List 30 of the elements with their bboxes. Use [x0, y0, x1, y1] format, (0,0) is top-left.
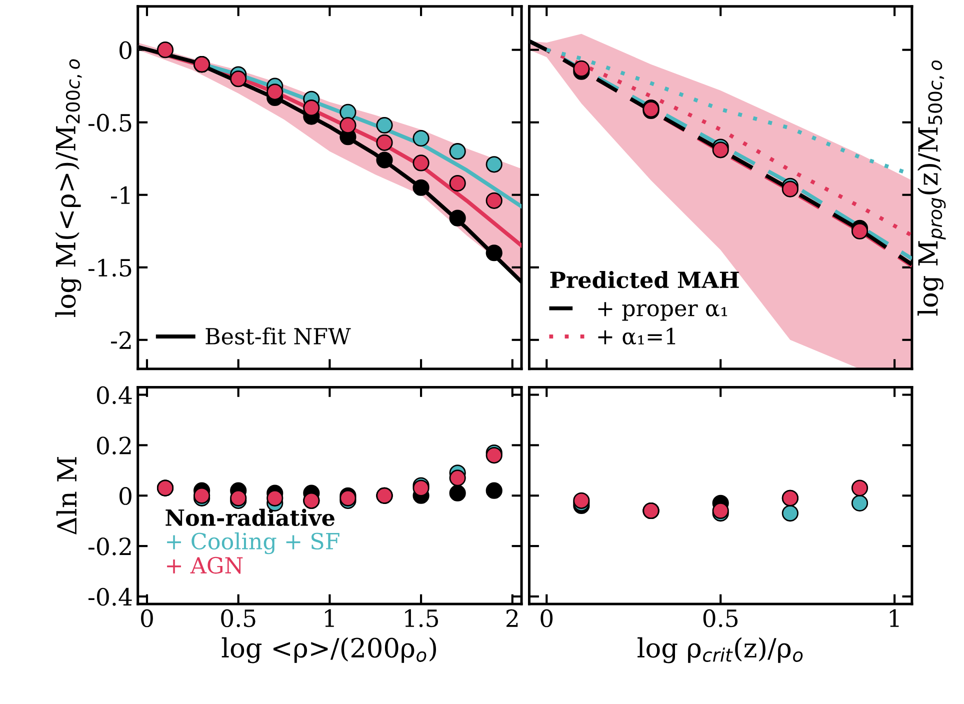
y-tick-label: 0.2 [97, 436, 131, 454]
x-tick-label: 0.5 [703, 609, 738, 628]
y-axis-title: Δln M [56, 457, 76, 535]
x-axis-title: log <ρ>/(200ρ$_{o}$) [222, 637, 436, 664]
x-tick-label: 0 [141, 609, 153, 628]
y-tick-label: -0.4 [88, 588, 132, 606]
y-tick-label: -1 [111, 186, 130, 204]
x-axis-title: log ρ$_{crit}$(z)/ρ$_{o}$ [638, 637, 803, 664]
legend-label: + α₁=1 [598, 328, 676, 345]
series-label: Non-radiative [166, 508, 334, 526]
y-tick-label: -1.5 [88, 258, 132, 277]
x-tick-label: 0.5 [221, 609, 256, 628]
x-tick-label: 2 [506, 609, 518, 627]
y-axis-title: log M(<ρ>)/M$_{200c,o}$ [55, 59, 82, 317]
legend-title: Predicted MAH [550, 271, 739, 288]
x-tick-label: 1 [890, 609, 899, 627]
x-tick-label: 1 [325, 609, 334, 627]
y-tick-label: -0.2 [88, 537, 131, 556]
x-tick-label: 1.5 [405, 609, 438, 628]
legend-label: + proper α₁ [598, 302, 728, 321]
y-tick-label: -2 [111, 331, 131, 349]
series-label: + Cooling + SF [167, 532, 340, 554]
x-tick-label: 0 [540, 609, 553, 628]
y-axis-title: log M$_{prog}$(z)/M$_{500c,o}$ [918, 60, 946, 316]
y-tick-label: -0.5 [88, 114, 132, 132]
y-tick-label: 0 [120, 41, 132, 60]
legend-label: Best-fit NFW [206, 327, 351, 345]
y-tick-label: 0 [120, 487, 132, 505]
text: + AGN [167, 556, 243, 574]
y-tick-label: 0.4 [97, 386, 132, 404]
